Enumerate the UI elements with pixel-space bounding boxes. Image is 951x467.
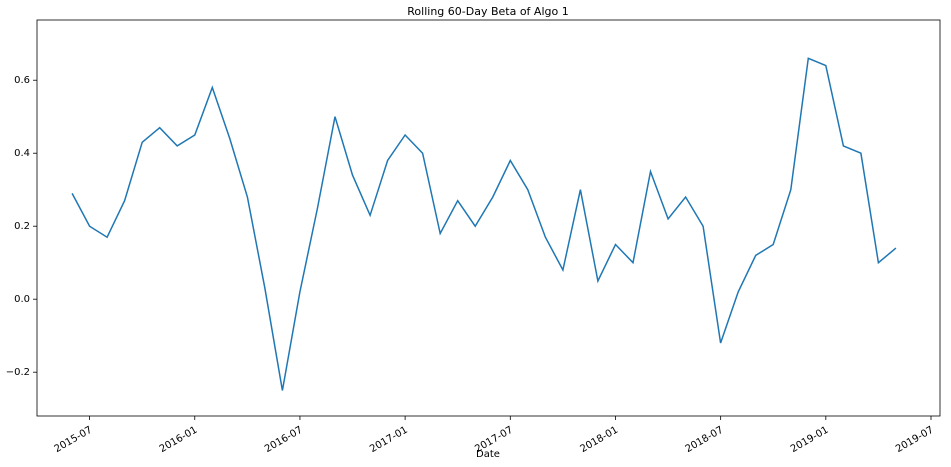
x-tick-label: 2015-07	[53, 425, 95, 455]
chart-title: Rolling 60-Day Beta of Algo 1	[407, 5, 568, 18]
x-tick-label: 2017-01	[368, 425, 410, 455]
x-tick-label: 2016-01	[158, 425, 200, 455]
x-tick-label: 2018-07	[684, 425, 726, 455]
x-tick-label: 2019-01	[789, 425, 831, 455]
y-tick-label: −0.2	[6, 367, 30, 378]
y-tick-label: 0.2	[14, 221, 30, 232]
x-tick-label: 2016-07	[263, 425, 305, 455]
y-tick-label: 0.6	[14, 75, 30, 86]
data-line	[71, 57, 897, 391]
x-tick-label: 2018-01	[578, 425, 620, 455]
y-tick-label: 0.0	[14, 294, 30, 305]
y-tick-label: 0.4	[14, 148, 30, 159]
x-tick-label: 2019-07	[894, 425, 936, 455]
x-axis-label: Date	[476, 449, 500, 460]
plot-frame	[36, 19, 941, 417]
